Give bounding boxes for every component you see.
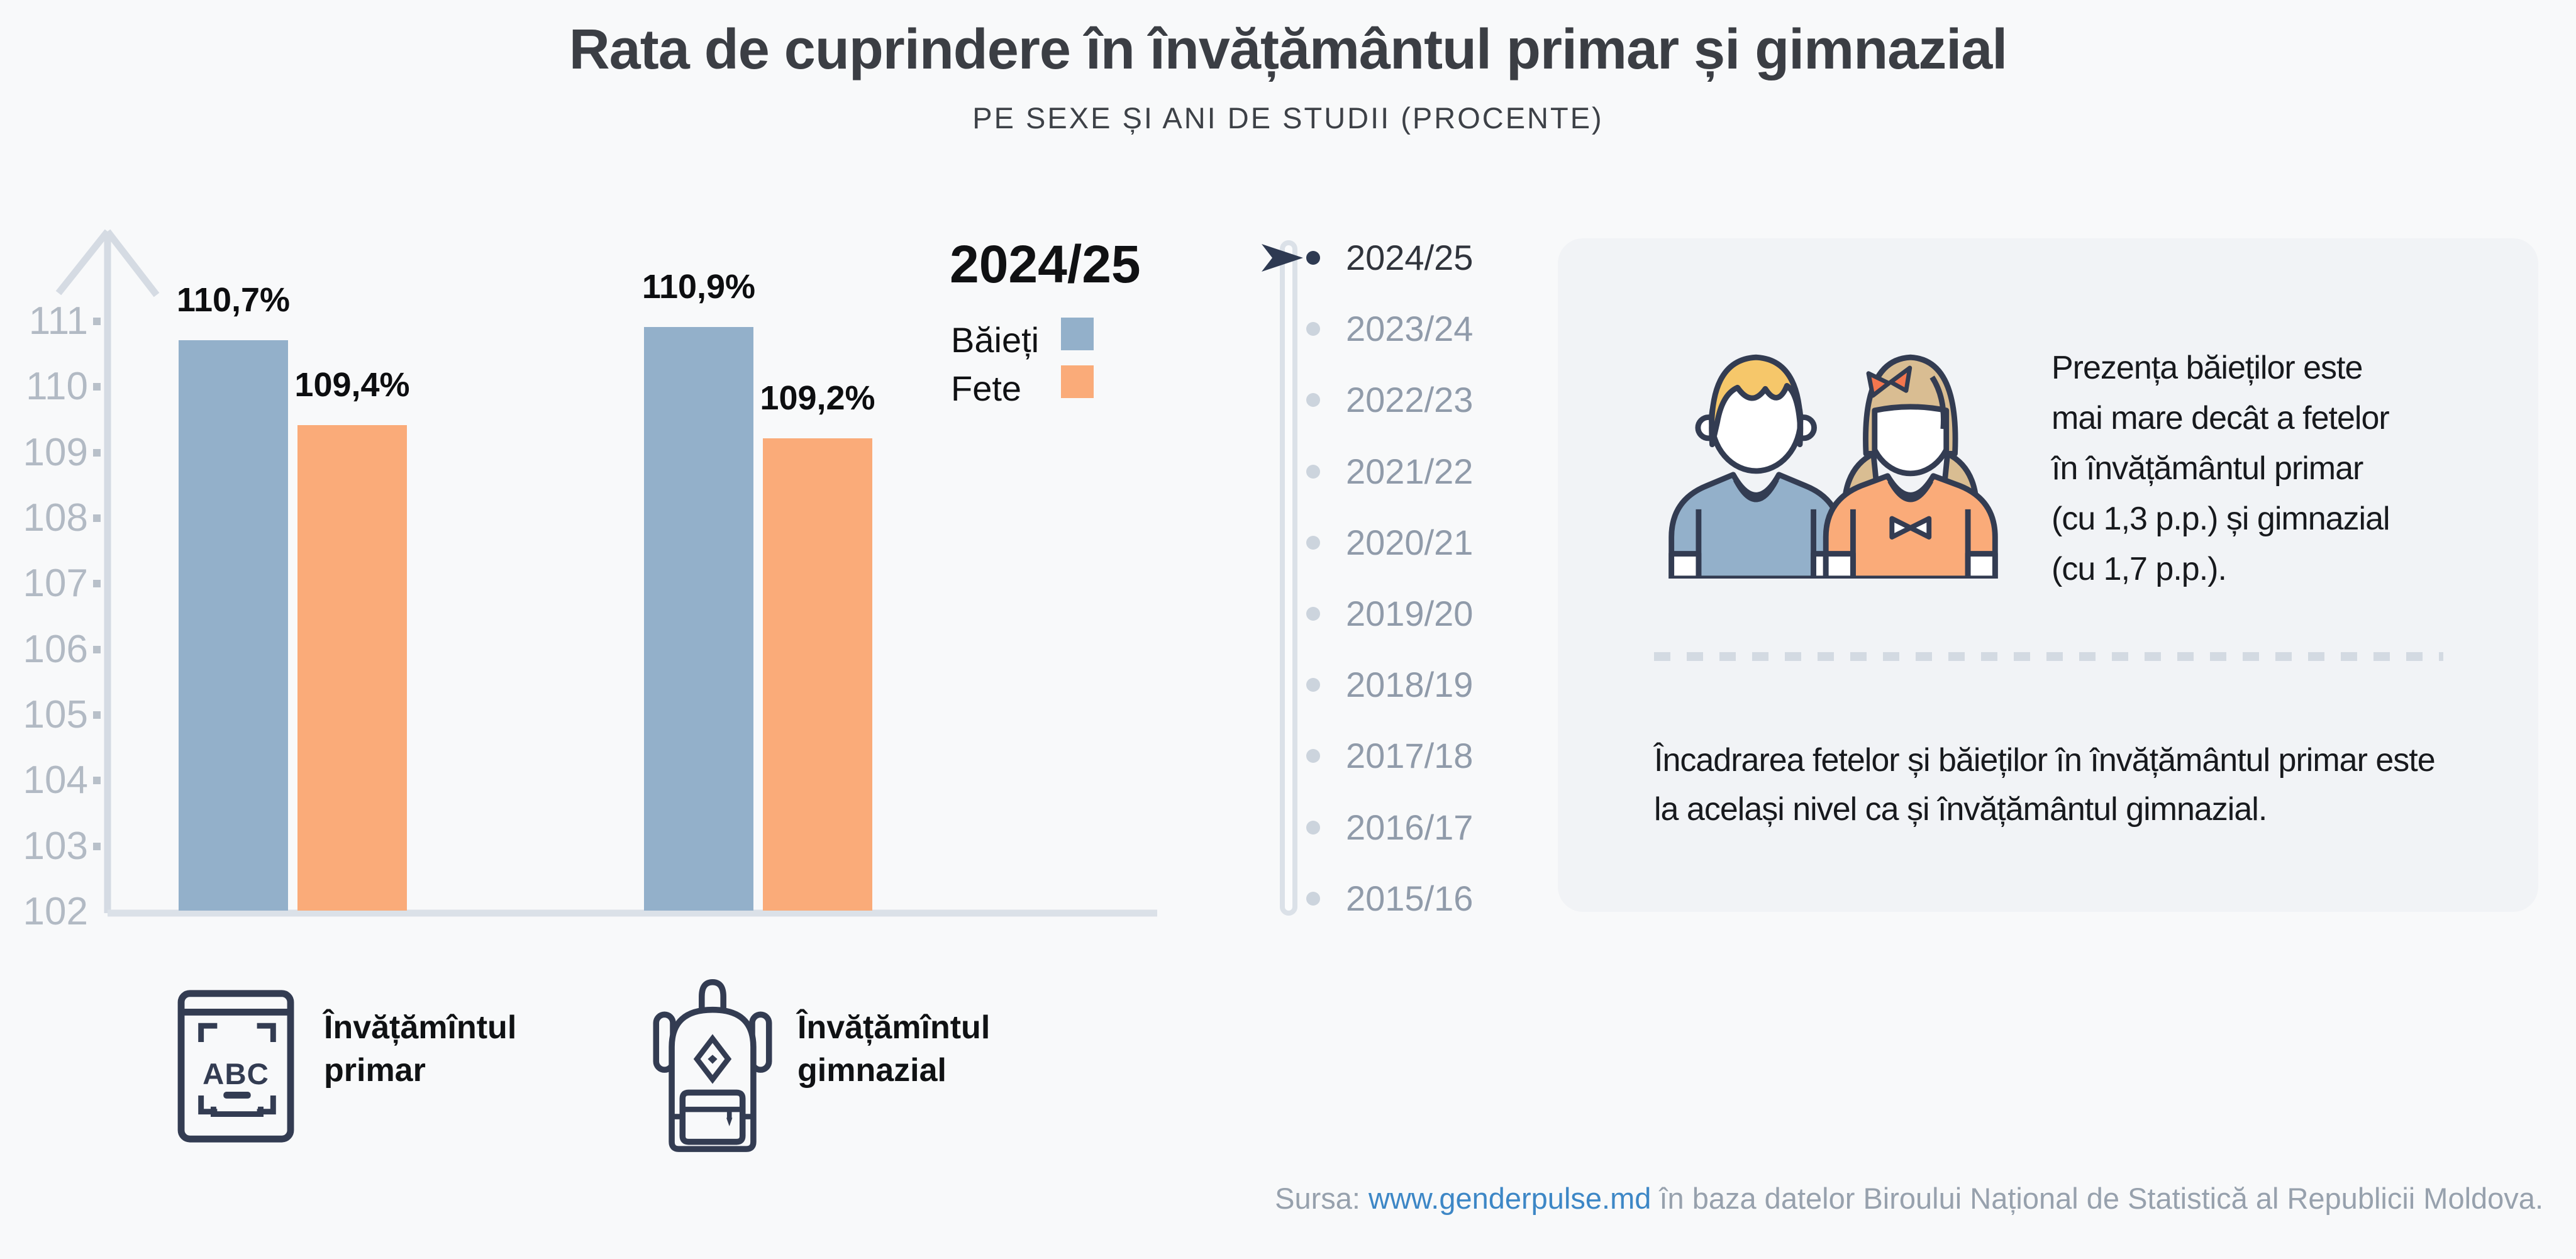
bar-value: 109,4% [294, 366, 410, 404]
category-label-primar: Învățămîntul primar [324, 1009, 517, 1089]
timeline-item-2024-25[interactable]: 2024/25 [1346, 238, 1474, 277]
timeline-dot[interactable] [1306, 536, 1320, 550]
timeline-dot[interactable] [1306, 393, 1320, 407]
y-tick: 108 [23, 496, 88, 540]
y-tick-mark [93, 646, 101, 653]
timeline-item-2021-22[interactable]: 2021/22 [1346, 452, 1474, 491]
timeline-item-2015-16[interactable]: 2015/16 [1346, 879, 1474, 918]
bar-value: 110,9% [641, 267, 756, 306]
dashed-divider [1654, 652, 2443, 661]
source-suffix: în baza datelor Biroului Național de Sta… [1651, 1182, 2543, 1215]
legend-year-title: 2024/25 [950, 235, 1141, 294]
y-tick-mark [93, 383, 101, 391]
timeline-item-2019-20[interactable]: 2019/20 [1346, 594, 1474, 633]
page-title: Rata de cuprindere în învățământul prima… [569, 18, 2008, 81]
timeline-dot[interactable] [1306, 892, 1320, 906]
insight-secondary-text: Încadrarea fetelor și băieților în învăț… [1654, 742, 2436, 828]
svg-text:ABC: ABC [203, 1058, 269, 1091]
timeline-dot[interactable] [1306, 465, 1320, 479]
bar-baieti-primar [179, 340, 288, 911]
y-tick: 111 [28, 299, 88, 343]
y-tick: 107 [23, 562, 88, 605]
timeline-current-arrow-icon[interactable] [1262, 243, 1303, 273]
bar-value: 109,2% [760, 379, 875, 418]
category-label-gimnazial: Învățămîntul gimnazial [797, 1009, 991, 1089]
timeline-dot[interactable] [1306, 678, 1320, 692]
page-subtitle: PE SEXE ȘI ANI DE STUDII (PROCENTE) [972, 101, 1604, 135]
backpack-icon [653, 979, 772, 1152]
y-tick-mark [93, 711, 101, 719]
y-tick-mark [93, 514, 101, 522]
timeline-item-2022-23[interactable]: 2022/23 [1346, 380, 1474, 419]
source-link[interactable]: www.genderpulse.md [1368, 1182, 1652, 1215]
timeline-item-2020-21[interactable]: 2020/21 [1346, 523, 1474, 562]
y-tick-mark [93, 843, 101, 850]
y-tick-mark [93, 580, 101, 587]
timeline-item-2023-24[interactable]: 2023/24 [1346, 309, 1474, 348]
timeline-dot[interactable] [1306, 607, 1320, 621]
timeline-dot[interactable] [1306, 251, 1320, 265]
y-tick-mark [93, 449, 101, 457]
timeline-dot[interactable] [1306, 322, 1320, 336]
timeline-track [1280, 240, 1297, 916]
insight-primary-text: Prezența băieților este mai mare decât a… [2051, 350, 2390, 587]
bar-baieti-gimnazial [644, 326, 753, 911]
legend-swatch-boys [1061, 318, 1094, 350]
y-tick: 102 [23, 890, 88, 933]
legend-label-boys: Băieți [951, 320, 1040, 360]
abc-book-icon: ABC [177, 990, 294, 1143]
timeline-item-2017-18[interactable]: 2017/18 [1346, 736, 1474, 775]
bar-value: 110,7% [176, 280, 291, 319]
timeline-dot[interactable] [1306, 749, 1320, 763]
bar-fete-gimnazial [763, 438, 872, 911]
y-tick: 103 [23, 824, 88, 868]
source-prefix: Sursa: [1275, 1182, 1369, 1215]
y-tick: 110 [26, 365, 88, 408]
y-axis [55, 229, 1157, 917]
timeline-item-2016-17[interactable]: 2016/17 [1346, 807, 1474, 847]
timeline-item-2018-19[interactable]: 2018/19 [1346, 665, 1474, 704]
y-tick: 104 [23, 758, 88, 802]
y-tick: 106 [23, 628, 88, 671]
y-tick: 105 [23, 693, 88, 736]
legend-label-girls: Fete [951, 369, 1022, 408]
legend-swatch-girls [1061, 365, 1094, 398]
timeline-dot[interactable] [1306, 821, 1320, 835]
source-line: Sursa: www.genderpulse.md în baza datelo… [1275, 1181, 2543, 1216]
bar-fete-primar [297, 425, 407, 911]
y-tick: 109 [23, 431, 88, 474]
y-tick-mark [93, 777, 101, 784]
y-tick-mark [93, 318, 101, 325]
boy-and-girl-illustration [1668, 354, 1998, 579]
